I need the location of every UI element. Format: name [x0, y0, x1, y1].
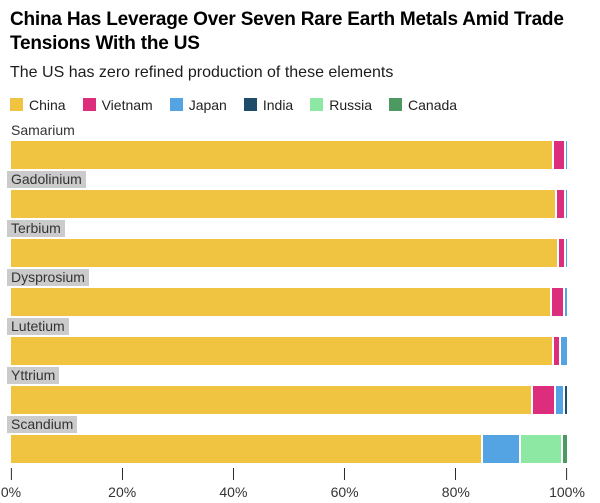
- axis-tick-mark: [232, 467, 234, 480]
- axis-tick: 80%: [441, 467, 470, 500]
- bar-segment-japan: [564, 189, 567, 218]
- row-label: Lutetium: [7, 317, 69, 335]
- bar-segment-vietnam: [551, 140, 564, 169]
- bar-segment-vietnam: [556, 238, 565, 267]
- bar-segment-china: [11, 434, 481, 463]
- row-label: Yttrium: [7, 366, 60, 384]
- legend-label: Canada: [408, 96, 458, 113]
- legend-label: Japan: [188, 96, 227, 113]
- axis-tick-label: 0%: [0, 483, 22, 500]
- bar-segment-japan: [563, 287, 567, 316]
- legend-swatch-china: [10, 98, 23, 112]
- chart-row-terbium: Terbium: [7, 219, 567, 267]
- axis-tick: 100%: [549, 467, 585, 500]
- legend-swatch-canada: [389, 98, 403, 112]
- chart-title-line2: Tensions With the US: [10, 33, 200, 55]
- bar-scandium: [11, 434, 567, 463]
- bar-segment-canada: [560, 434, 567, 463]
- bar-segment-china: [11, 140, 552, 169]
- chart-row-samarium: Samarium: [11, 122, 567, 169]
- chart-row-dysprosium: Dysprosium: [7, 268, 567, 316]
- bar-segment-china: [11, 385, 532, 414]
- bar-lutetium: [11, 336, 567, 365]
- row-label: Scandium: [7, 415, 78, 433]
- bar-dysprosium: [11, 287, 567, 316]
- legend-item-canada: Canada: [389, 97, 457, 113]
- chart-row-scandium: Scandium: [7, 415, 567, 463]
- legend-item-japan: Japan: [169, 96, 227, 113]
- chart-header: China Has Leverage Over Seven Rare Earth…: [0, 8, 600, 82]
- axis-tick: 0%: [0, 467, 22, 500]
- axis-tick-mark: [455, 467, 457, 480]
- legend-swatch-india: [243, 98, 257, 112]
- bar-yttrium: [11, 385, 567, 414]
- bar-segment-china: [11, 189, 555, 218]
- bar-terbium: [11, 238, 567, 267]
- bar-segment-russia: [518, 434, 561, 463]
- axis-tick-label: 20%: [108, 483, 137, 500]
- axis-tick: 20%: [108, 467, 137, 500]
- axis-tick: 40%: [219, 467, 248, 500]
- bar-segment-vietnam: [531, 385, 554, 414]
- bar-segment-china: [11, 238, 557, 267]
- legend-item-vietnam: Vietnam: [82, 96, 153, 113]
- legend-label: Russia: [329, 96, 373, 113]
- legend-item-russia: Russia: [310, 97, 372, 113]
- chart-row-lutetium: Lutetium: [7, 317, 567, 365]
- chart-row-yttrium: Yttrium: [7, 366, 567, 414]
- chart-title-line1: China Has Leverage Over Seven Rare Earth…: [10, 9, 564, 30]
- bar-segment-china: [11, 287, 550, 316]
- axis-tick-mark: [344, 467, 346, 480]
- bar-segment-japan: [558, 336, 567, 365]
- legend-swatch-russia: [310, 98, 324, 112]
- axis-tick-label: 80%: [441, 483, 470, 500]
- bar-segment-india: [562, 385, 567, 414]
- axis-tick-mark: [566, 467, 568, 480]
- row-label: Dysprosium: [7, 268, 89, 286]
- legend-item-china: China: [10, 97, 66, 113]
- bar-segment-vietnam: [551, 336, 559, 365]
- legend-label: India: [262, 96, 294, 113]
- bar-gadolinium: [11, 189, 567, 218]
- legend-label: China: [29, 96, 66, 113]
- legend-swatch-vietnam: [82, 98, 96, 112]
- row-label: Gadolinium: [7, 170, 86, 188]
- bar-segment-vietnam: [549, 287, 564, 316]
- axis-tick-label: 60%: [330, 483, 359, 500]
- chart-title: China Has Leverage Over Seven Rare Earth…: [10, 8, 590, 57]
- x-axis: 0% 20% 40% 60% 80% 100%: [1, 467, 585, 503]
- axis-tick-label: 100%: [549, 483, 585, 500]
- bar-segment-japan: [564, 238, 567, 267]
- bar-segment-vietnam: [554, 189, 565, 218]
- axis-tick: 60%: [330, 467, 359, 500]
- bar-segment-japan: [480, 434, 519, 463]
- bar-chart: Samarium Gadolinium Terbium Dysprosium Lutet…: [0, 122, 600, 463]
- bar-segment-japan: [553, 385, 563, 414]
- legend-swatch-japan: [169, 98, 183, 112]
- axis-tick-mark: [121, 467, 123, 480]
- bar-samarium: [11, 140, 567, 169]
- legend-item-india: India: [243, 96, 294, 113]
- chart-row-gadolinium: Gadolinium: [7, 170, 567, 218]
- row-label: Terbium: [7, 219, 65, 237]
- bar-segment-japan: [563, 140, 567, 169]
- axis-tick-label: 40%: [219, 483, 248, 500]
- axis-tick-mark: [10, 467, 12, 480]
- legend-label: Vietnam: [101, 96, 153, 113]
- row-label: Samarium: [11, 121, 75, 138]
- chart-subtitle: The US has zero refined production of th…: [10, 63, 394, 81]
- bar-segment-china: [11, 336, 552, 365]
- legend: China Vietnam Japan India Russia Canada: [0, 97, 600, 113]
